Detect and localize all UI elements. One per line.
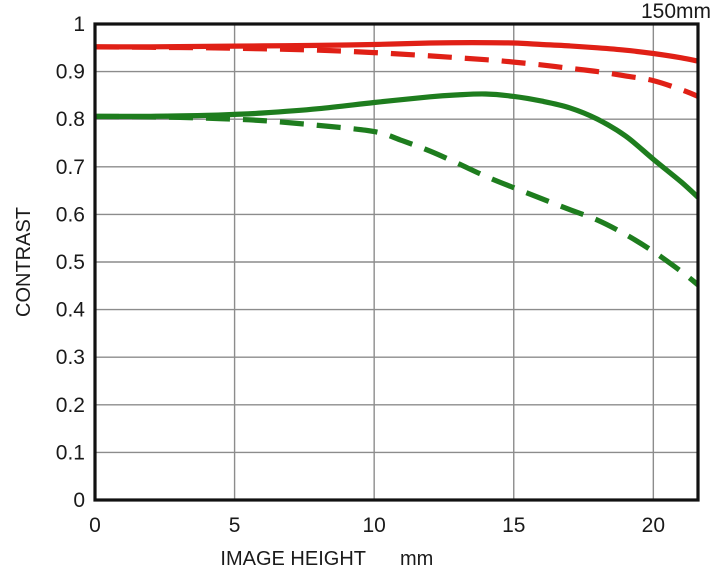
curve-layer bbox=[95, 40, 698, 287]
y-axis-label: CONTRAST bbox=[13, 207, 35, 317]
x-axis-unit-label: mm bbox=[400, 548, 433, 570]
x-axis-label: IMAGE HEIGHT bbox=[220, 548, 366, 570]
chart-title: 150mm bbox=[641, 0, 711, 23]
series-green-dashed-line bbox=[95, 113, 698, 287]
x-tick-label: 20 bbox=[642, 514, 665, 537]
y-tick-label: 0.6 bbox=[56, 203, 85, 226]
x-tick-label: 0 bbox=[89, 514, 101, 537]
y-tick-label: 0.3 bbox=[56, 346, 85, 369]
x-axis-tick-labels: 0 5 10 15 20 bbox=[89, 514, 665, 537]
y-tick-label: 0.1 bbox=[56, 441, 85, 464]
y-tick-label: 0.9 bbox=[56, 61, 85, 84]
series-green-solid-line bbox=[95, 91, 698, 200]
y-tick-label: 0 bbox=[73, 489, 85, 512]
x-tick-label: 10 bbox=[362, 514, 385, 537]
x-tick-label: 15 bbox=[502, 514, 525, 537]
y-tick-label: 0.2 bbox=[56, 394, 85, 417]
y-tick-label: 0.4 bbox=[56, 299, 86, 322]
y-tick-label: 0.5 bbox=[56, 251, 85, 274]
y-tick-label: 0.8 bbox=[56, 108, 85, 131]
y-axis-tick-labels: 0 0.1 0.2 0.3 0.4 0.5 0.6 0.7 0.8 0.9 1 bbox=[56, 13, 86, 512]
y-tick-label: 0.7 bbox=[56, 156, 85, 179]
grid-lines bbox=[95, 24, 698, 500]
series-red-solid-line bbox=[95, 40, 698, 64]
plot-frame bbox=[93, 22, 700, 502]
x-tick-label: 5 bbox=[229, 514, 241, 537]
y-tick-label: 1 bbox=[73, 13, 85, 36]
